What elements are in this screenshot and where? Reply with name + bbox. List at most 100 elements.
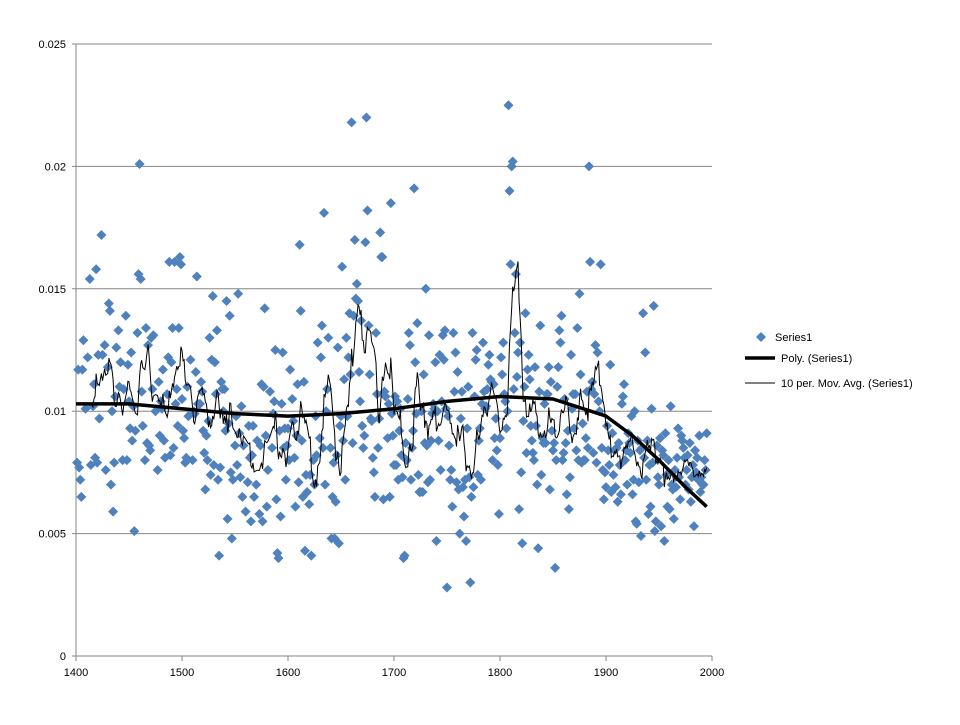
series1-point <box>616 398 627 409</box>
series1-point <box>454 528 465 539</box>
moving-average-line <box>89 261 708 488</box>
grid-lines <box>76 43 712 535</box>
series1-point <box>613 438 624 449</box>
series1-point <box>540 438 551 449</box>
series1-point <box>340 474 351 485</box>
series1-point <box>518 415 529 426</box>
series1-point <box>267 442 278 453</box>
series1-point <box>182 381 193 392</box>
series1-point <box>435 464 446 475</box>
series1-point <box>233 288 244 299</box>
series1-point <box>475 474 486 485</box>
series1-point <box>672 452 683 463</box>
series1-point <box>548 445 558 456</box>
series1-point <box>168 442 179 453</box>
series1-point <box>304 499 315 510</box>
series1-point <box>525 420 536 431</box>
series1-point <box>380 391 391 402</box>
series1-point <box>251 479 262 490</box>
series1-point <box>438 354 449 365</box>
series1-point <box>521 447 532 458</box>
series1-point <box>172 420 183 431</box>
series1-point <box>122 359 133 370</box>
series1-point <box>399 550 410 561</box>
series1-point <box>209 357 220 368</box>
series1-point <box>463 381 474 392</box>
series1-point <box>544 484 555 495</box>
series1-point <box>196 376 207 387</box>
series1-point <box>334 420 345 431</box>
series1-point <box>491 445 502 456</box>
series1-point <box>302 486 313 497</box>
series1-point <box>92 457 103 468</box>
series1-point <box>646 403 657 414</box>
series1-point <box>649 526 660 537</box>
series1-point <box>260 430 271 441</box>
series1-point <box>314 433 325 444</box>
series1-point <box>140 322 151 333</box>
series1-point <box>299 545 310 556</box>
y-tick-label: 0 <box>60 651 66 663</box>
series1-point <box>570 389 581 400</box>
series1-point <box>273 553 284 564</box>
series1-point <box>641 474 652 485</box>
series1-point <box>595 259 606 270</box>
series1-point <box>527 447 538 458</box>
series1-point <box>306 550 317 561</box>
series1-point <box>293 477 304 488</box>
series1-point <box>249 491 260 502</box>
trend-lines <box>76 261 708 508</box>
series1-point <box>323 332 334 343</box>
series1-point <box>246 450 257 461</box>
series1-point <box>201 430 212 441</box>
series1-point <box>330 496 341 507</box>
series1-point <box>465 577 476 588</box>
series1-point <box>285 364 296 375</box>
series1-point <box>134 158 145 169</box>
y-tick-label: 0.015 <box>38 284 66 296</box>
series1-point <box>409 183 420 194</box>
series1-point <box>207 291 218 302</box>
series1-point <box>678 442 689 453</box>
series1-point <box>177 393 187 404</box>
series1-point <box>352 296 363 307</box>
series1-point <box>528 455 539 466</box>
series1-point <box>551 455 562 466</box>
series1-point <box>375 227 386 238</box>
series1-point <box>311 450 322 461</box>
series1-point <box>610 482 621 493</box>
series1-point <box>554 325 565 336</box>
legend-series1-label: Series1 <box>775 332 812 344</box>
x-tick-label: 1700 <box>382 667 406 679</box>
series1-point <box>638 308 649 319</box>
series1-point <box>517 538 528 549</box>
series1-point <box>254 509 265 520</box>
series1-point <box>315 352 326 363</box>
series1-point <box>360 237 371 248</box>
series1-point <box>619 379 630 390</box>
series1-point <box>132 327 143 338</box>
series1-point <box>175 259 186 270</box>
series1-point <box>316 320 327 331</box>
series1-point <box>511 371 522 382</box>
series1-point <box>202 455 213 466</box>
series1-point <box>359 430 370 441</box>
series1-point <box>643 509 654 520</box>
series1-point <box>349 234 360 245</box>
series1-point <box>664 504 675 515</box>
series1-point <box>100 464 111 475</box>
series1-point <box>614 460 625 471</box>
series1-point <box>545 376 556 387</box>
series1-point <box>675 494 686 505</box>
series1-point <box>91 264 102 275</box>
series1-point <box>591 457 602 468</box>
series1-point <box>84 274 95 285</box>
series1-point <box>205 469 216 480</box>
series1-point <box>631 518 642 529</box>
series1-point <box>298 376 309 387</box>
series1-point <box>153 376 164 387</box>
series1-point <box>608 469 619 480</box>
series1-point <box>78 335 89 346</box>
series1-point <box>659 535 670 546</box>
series1-point <box>139 455 150 466</box>
